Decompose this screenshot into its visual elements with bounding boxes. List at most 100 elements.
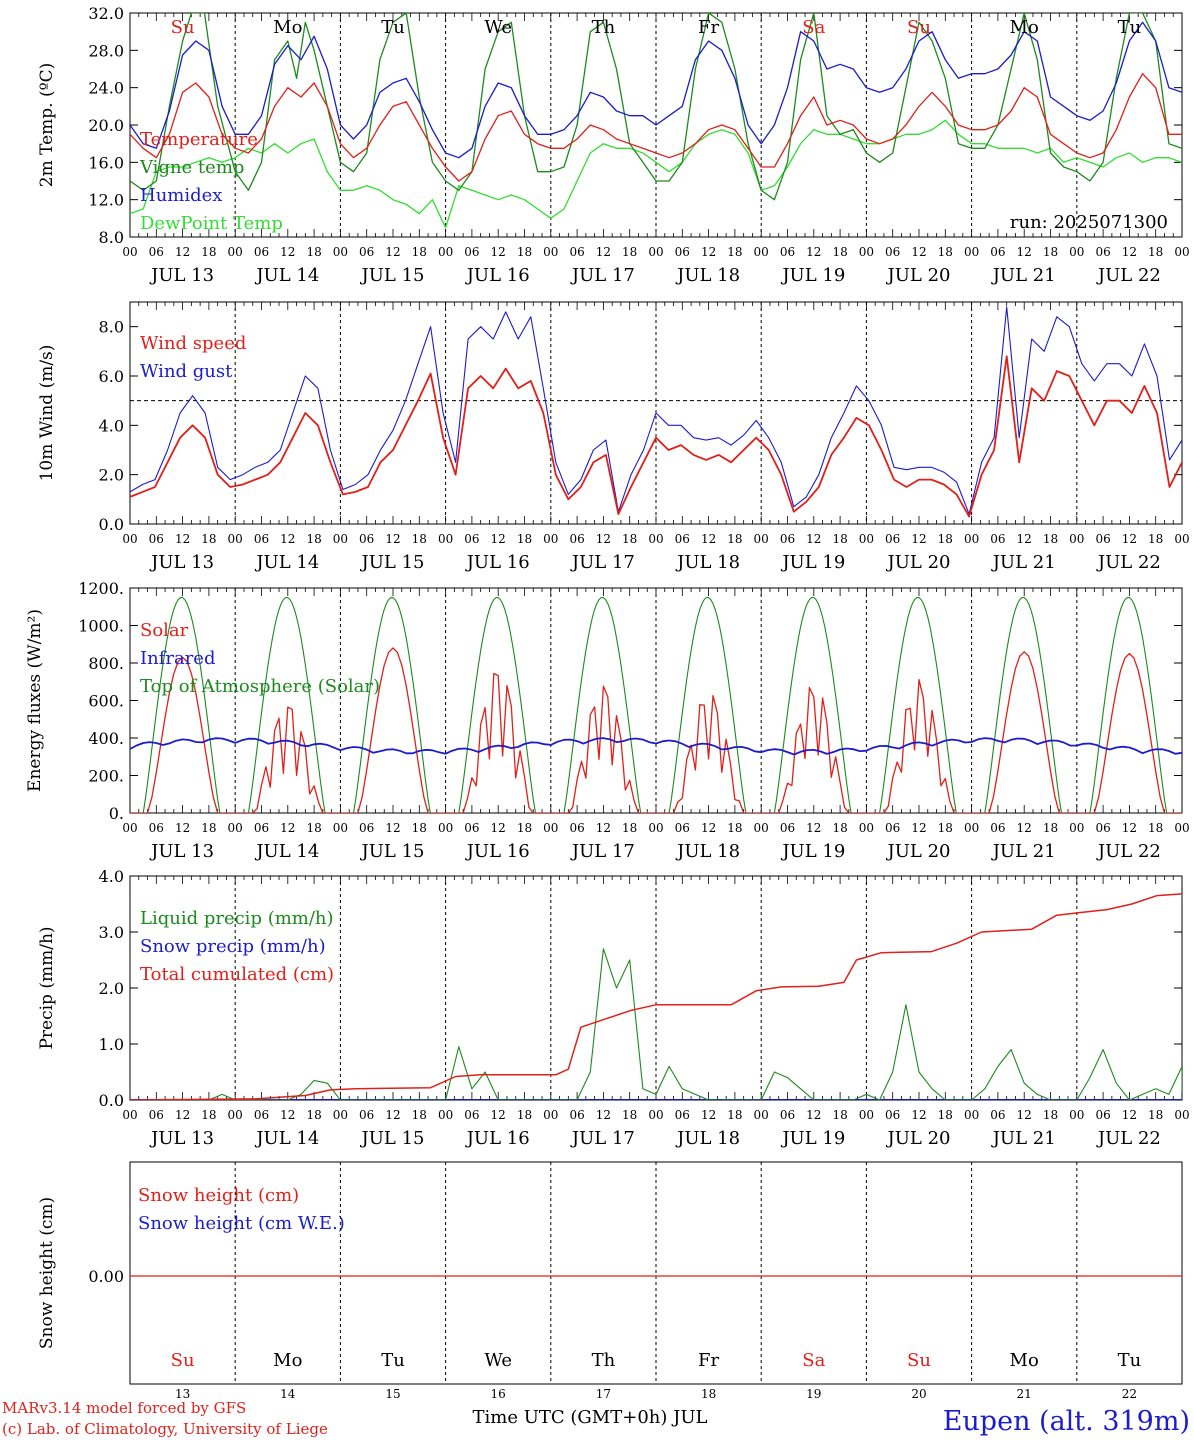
run-label: run: 2025071300 (1010, 212, 1168, 233)
legend-entry: Liquid precip (mm/h) (140, 908, 334, 929)
hour-tick-label: 00 (543, 532, 558, 546)
hour-tick-label: 18 (622, 532, 637, 546)
day-number-label: 20 (911, 1387, 926, 1401)
series-line-wind-speed (130, 355, 1182, 518)
legend-entry: Total cumulated (cm) (140, 964, 334, 985)
date-label: JUL 18 (675, 1128, 740, 1149)
hour-tick-label: 06 (149, 532, 164, 546)
weekday-label: Su (907, 17, 931, 38)
y-tick-label: 16.0 (88, 153, 124, 172)
date-label: JUL 14 (254, 1128, 319, 1149)
series-line-humidex (130, 21, 1182, 159)
hour-tick-label: 06 (149, 821, 164, 835)
hour-tick-label: 06 (464, 245, 479, 259)
hour-tick-label: 06 (780, 245, 795, 259)
date-label: JUL 14 (254, 552, 319, 573)
weekday-label: Tu (1118, 1350, 1142, 1371)
legend-entry: Temperature (140, 129, 258, 150)
hour-tick-label: 12 (596, 821, 611, 835)
series-line-solar (130, 647, 1182, 813)
date-label: JUL 15 (360, 841, 425, 862)
hour-tick-label: 12 (911, 1108, 926, 1122)
hour-tick-label: 18 (832, 245, 847, 259)
day-number-label: 22 (1122, 1387, 1137, 1401)
weekday-label: Fr (698, 17, 719, 38)
date-label: JUL 13 (149, 552, 214, 573)
series-line-total-cumulated (130, 893, 1182, 1100)
series-line-temperature (130, 73, 1182, 182)
hour-tick-label: 06 (885, 245, 900, 259)
y-axis-label: 10m Wind (m/s) (37, 345, 57, 482)
hour-tick-label: 06 (464, 1108, 479, 1122)
hour-tick-label: 06 (464, 532, 479, 546)
y-tick-label: 2.0 (99, 466, 124, 485)
weekday-label: Sa (802, 17, 825, 38)
date-label: JUL 20 (886, 1128, 951, 1149)
hour-tick-label: 00 (438, 245, 453, 259)
hour-tick-label: 12 (596, 1108, 611, 1122)
hour-tick-label: 06 (569, 245, 584, 259)
hour-tick-label: 18 (517, 1108, 532, 1122)
weekday-label: Su (171, 17, 195, 38)
hour-tick-label: 06 (569, 821, 584, 835)
hour-tick-label: 18 (1148, 245, 1163, 259)
hour-tick-label: 00 (859, 532, 874, 546)
date-label: JUL 16 (465, 1128, 530, 1149)
hour-tick-label: 12 (1017, 532, 1032, 546)
hour-tick-label: 12 (385, 245, 400, 259)
panel-snow: Snow height (cm) 0.00 Snow height (cm) Snow… (37, 1161, 1183, 1401)
hour-tick-label: 06 (675, 821, 690, 835)
hour-tick-label: 12 (911, 532, 926, 546)
hour-tick-label: 00 (754, 532, 769, 546)
hour-tick-label: 00 (228, 245, 243, 259)
y-tick-label: 8.0 (99, 228, 124, 247)
hour-tick-label: 12 (491, 532, 506, 546)
hour-tick-label: 18 (727, 532, 742, 546)
hour-tick-label: 00 (648, 532, 663, 546)
hour-tick-label: 06 (359, 532, 374, 546)
hour-tick-label: 00 (543, 821, 558, 835)
date-label: JUL 19 (780, 265, 845, 286)
hour-tick-label: 00 (648, 1108, 663, 1122)
panel-wind: 0.0 2.0 4.0 6.0 8.0 10m Wind (m/s) Wind speed W… (37, 301, 1190, 573)
hour-tick-label: 18 (832, 821, 847, 835)
date-label: JUL 21 (991, 265, 1056, 286)
hour-tick-label: 00 (859, 1108, 874, 1122)
hour-tick-label: 12 (806, 532, 821, 546)
y-tick-label: 4.0 (99, 867, 124, 886)
date-label: JUL 21 (991, 841, 1056, 862)
series-line-dewpoint-temp (130, 119, 1182, 229)
weekday-label: Mo (1010, 1350, 1039, 1371)
hour-tick-label: 06 (675, 1108, 690, 1122)
date-label: JUL 15 (360, 552, 425, 573)
date-label: JUL 13 (149, 841, 214, 862)
hour-tick-label: 12 (911, 245, 926, 259)
hour-tick-label: 18 (517, 532, 532, 546)
series-line-liquid-precip-mm-h- (130, 948, 1182, 1100)
hour-tick-label: 18 (412, 532, 427, 546)
legend-entry: Top of Atmosphere (Solar) (140, 676, 380, 697)
hour-tick-label: 06 (569, 532, 584, 546)
hour-tick-label: 00 (438, 532, 453, 546)
panel-precip: 0.0 1.0 2.0 3.0 4.0 Precip (mm/h) Liquid preci… (37, 867, 1190, 1149)
hour-tick-label: 18 (832, 532, 847, 546)
hour-tick-label: 06 (885, 821, 900, 835)
hour-tick-label: 00 (648, 821, 663, 835)
day-number-label: 19 (806, 1387, 821, 1401)
y-tick-label: 1200. (78, 579, 124, 598)
hour-tick-label: 12 (385, 1108, 400, 1122)
hour-tick-label: 12 (175, 245, 190, 259)
date-label: JUL 22 (1096, 841, 1161, 862)
hour-tick-label: 06 (885, 1108, 900, 1122)
legend-entry: Humidex (140, 185, 222, 206)
weekday-label: Tu (381, 17, 405, 38)
hour-tick-label: 00 (228, 532, 243, 546)
hour-tick-label: 06 (1095, 821, 1110, 835)
legend-entry: Vigne temp (139, 157, 244, 178)
hour-tick-label: 12 (806, 821, 821, 835)
y-tick-label: 28.0 (88, 41, 124, 60)
series-group (130, 597, 1182, 813)
y-tick-label: 3.0 (99, 923, 124, 942)
hour-tick-label: 00 (754, 1108, 769, 1122)
hour-tick-label: 18 (1043, 1108, 1058, 1122)
